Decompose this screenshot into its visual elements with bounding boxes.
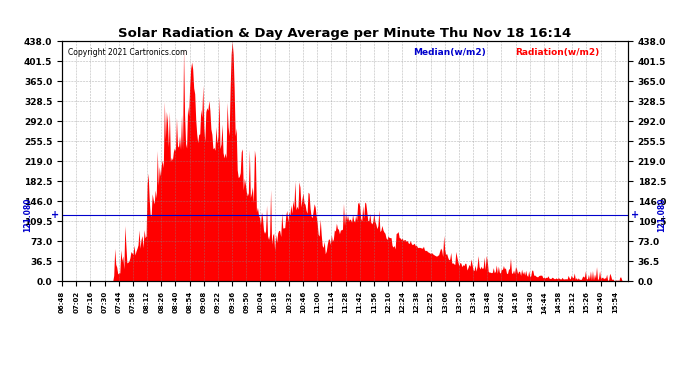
Text: Copyright 2021 Cartronics.com: Copyright 2021 Cartronics.com — [68, 48, 187, 57]
Text: Radiation(w/m2): Radiation(w/m2) — [515, 48, 599, 57]
Text: +: + — [51, 210, 59, 220]
Title: Solar Radiation & Day Average per Minute Thu Nov 18 16:14: Solar Radiation & Day Average per Minute… — [119, 27, 571, 40]
Text: Median(w/m2): Median(w/m2) — [413, 48, 486, 57]
Text: 121.080: 121.080 — [23, 198, 32, 232]
Text: +: + — [631, 210, 639, 220]
Text: 121.080: 121.080 — [658, 198, 667, 232]
